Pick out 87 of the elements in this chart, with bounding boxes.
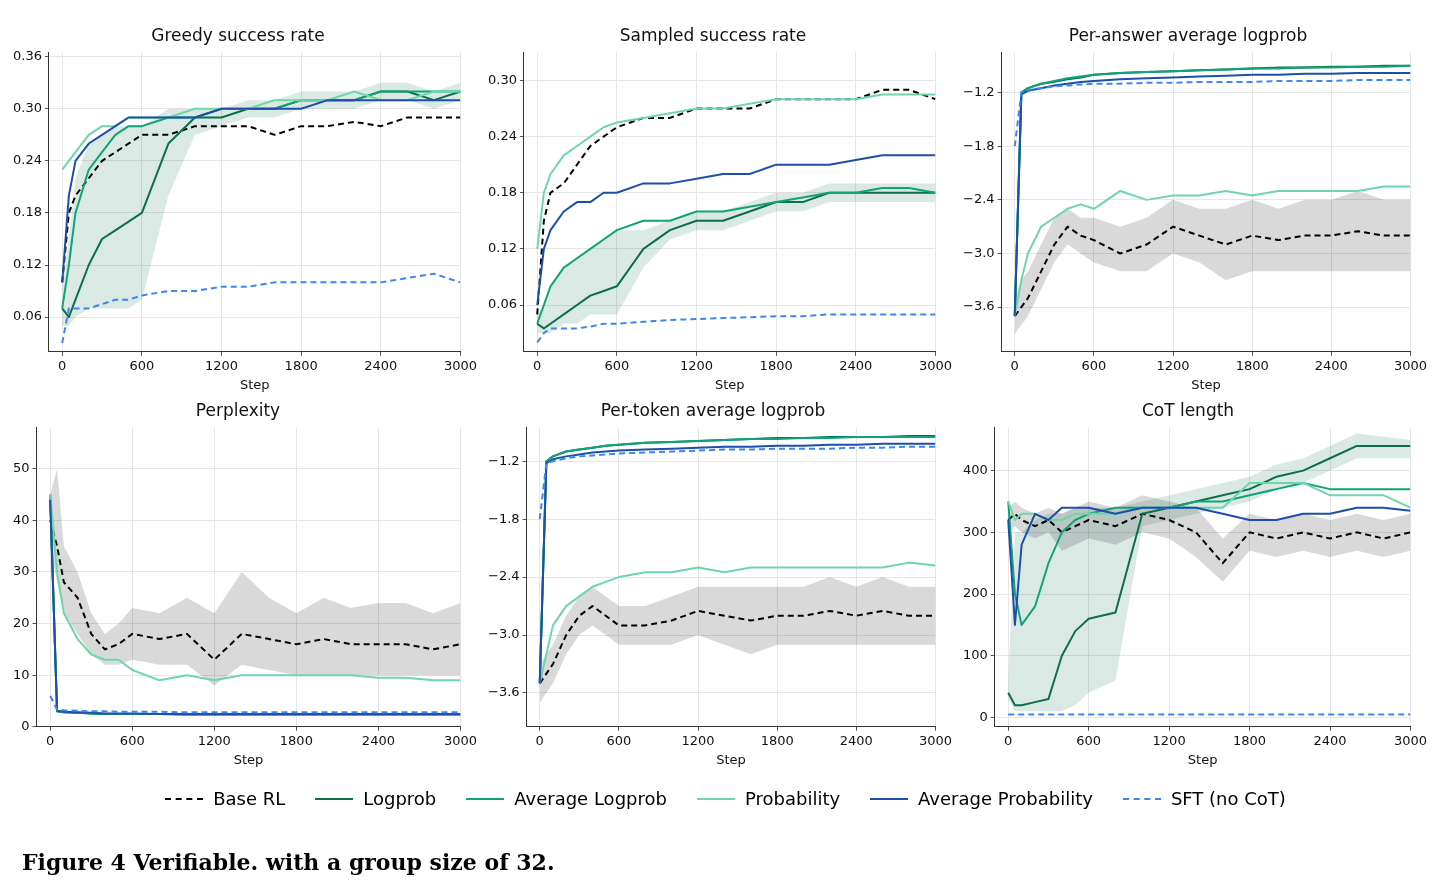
legend-label: Probability <box>744 788 841 809</box>
chart-title: Perplexity <box>195 399 281 420</box>
x-tick-label: 1800 <box>284 357 318 373</box>
x-tick-label: 600 <box>1081 357 1107 373</box>
x-tick-label: 1200 <box>197 732 231 748</box>
y-tick-label: 0.18 <box>487 184 517 200</box>
y-tick-label: −3.6 <box>487 684 520 700</box>
x-tick-label: 3000 <box>1393 357 1427 373</box>
x-tick-label: 3000 <box>443 732 477 748</box>
x-tick-label: 1200 <box>204 357 239 373</box>
x-tick-label: 3000 <box>443 357 477 373</box>
x-tick-label: 0 <box>46 732 55 748</box>
y-tick-label: 50 <box>13 460 30 476</box>
y-tick-label: 0.18 <box>12 204 42 220</box>
x-axis-title: Step <box>714 376 745 392</box>
x-tick-label: 1200 <box>679 357 714 373</box>
y-tick-label: 200 <box>962 585 988 601</box>
x-tick-label: 0 <box>535 732 544 748</box>
x-tick-label: 2400 <box>839 732 873 748</box>
x-axis-title: Step <box>716 751 746 767</box>
x-tick-label: 3000 <box>918 357 952 373</box>
x-tick-label: 3000 <box>1393 732 1427 748</box>
y-tick-label: 0.06 <box>487 296 517 312</box>
y-tick-label: −1.8 <box>962 137 995 153</box>
x-tick-label: 2400 <box>361 732 395 748</box>
y-tick-label: 0.30 <box>487 71 517 87</box>
x-tick-label: 1200 <box>681 732 715 748</box>
x-axis-title: Step <box>1187 751 1218 767</box>
caption: Figure 4 Verifiable. with a group size of 32. <box>22 849 556 875</box>
x-tick-label: 600 <box>129 357 155 373</box>
x-tick-label: 1200 <box>1156 357 1190 373</box>
y-tick-label: 0.12 <box>487 240 517 256</box>
x-tick-label: 0 <box>58 357 67 373</box>
x-axis-title: Step <box>233 751 264 767</box>
x-tick-label: 2400 <box>839 357 873 373</box>
y-tick-label: −1.2 <box>962 83 995 99</box>
y-tick-label: 0.24 <box>487 127 517 143</box>
chart-title: Per-answer average logprob <box>1068 24 1308 45</box>
chart-title: CoT length <box>1141 399 1235 420</box>
chart-title: Per-token average logprob <box>600 399 826 420</box>
x-tick-label: 1800 <box>279 732 313 748</box>
y-tick-label: 100 <box>962 647 988 663</box>
y-tick-label: −3.0 <box>487 626 520 642</box>
x-tick-label: 600 <box>119 732 145 748</box>
x-tick-label: 0 <box>1004 732 1013 748</box>
y-tick-label: 0.30 <box>12 100 42 116</box>
x-axis-title: Step <box>239 376 270 392</box>
x-tick-label: 1800 <box>759 357 793 373</box>
y-tick-label: 0.06 <box>12 308 42 324</box>
y-tick-label: −3.0 <box>962 244 995 260</box>
x-tick-label: 1800 <box>1233 732 1267 748</box>
y-tick-label: 20 <box>13 614 30 630</box>
chart-title: Sampled success rate <box>619 24 807 45</box>
x-tick-label: 0 <box>533 357 542 373</box>
legend-label: Logprob <box>363 788 437 809</box>
x-tick-label: 2400 <box>1313 732 1347 748</box>
y-tick-label: −3.6 <box>962 298 995 314</box>
y-tick-label: 30 <box>13 563 30 579</box>
x-tick-label: 1200 <box>1152 732 1186 748</box>
chart-title: Greedy success rate <box>151 24 325 45</box>
x-tick-label: 600 <box>1076 732 1102 748</box>
legend-label: Average Logprob <box>514 788 667 809</box>
x-tick-label: 2400 <box>364 357 398 373</box>
legend-label: Base RL <box>213 788 286 809</box>
y-tick-label: −2.4 <box>962 191 995 207</box>
x-tick-label: 1800 <box>1235 357 1269 373</box>
y-tick-label: 300 <box>962 523 988 539</box>
y-tick-label: 0.36 <box>12 48 42 64</box>
x-tick-label: 1800 <box>760 732 794 748</box>
x-tick-label: 600 <box>606 732 632 748</box>
legend-label: SFT (no CoT) <box>1170 788 1286 809</box>
y-tick-label: −1.2 <box>487 452 520 468</box>
y-tick-label: 10 <box>13 666 30 682</box>
y-tick-label: −1.8 <box>487 510 520 526</box>
x-tick-label: 0 <box>1010 357 1019 373</box>
x-tick-label: 2400 <box>1314 357 1348 373</box>
y-tick-label: 0.24 <box>12 152 42 168</box>
y-tick-label: 0 <box>979 708 988 724</box>
x-tick-label: 3000 <box>918 732 952 748</box>
y-tick-label: 0.12 <box>12 256 42 272</box>
y-tick-label: 0 <box>21 718 30 734</box>
legend-label: Average Probability <box>918 788 1093 809</box>
x-axis-title: Step <box>1191 376 1221 392</box>
y-tick-label: 40 <box>13 511 30 527</box>
y-tick-label: −2.4 <box>487 568 520 584</box>
x-tick-label: 600 <box>604 357 630 373</box>
y-tick-label: 400 <box>962 461 988 477</box>
